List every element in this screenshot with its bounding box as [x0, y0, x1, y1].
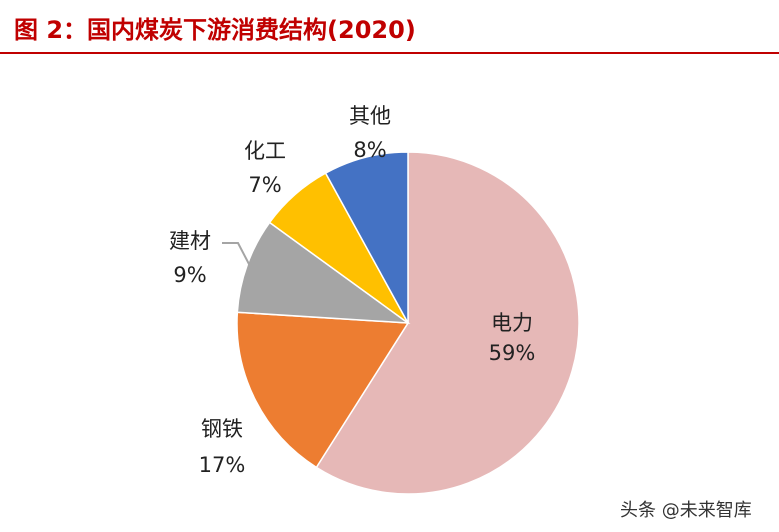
- leader-line-building-materials: [222, 242, 251, 267]
- slice-label-building-materials: 建材: [169, 229, 211, 253]
- slice-label-electricity: 电力: [491, 311, 533, 335]
- slice-value-electricity: 59%: [489, 341, 536, 365]
- slice-value-building-materials: 9%: [173, 263, 206, 287]
- slice-value-chemicals: 7%: [248, 173, 281, 197]
- slice-label-chemicals: 化工: [244, 139, 286, 163]
- slice-value-other: 8%: [353, 138, 386, 162]
- pie-slice-electricity: [315, 151, 580, 495]
- title-divider: [0, 52, 779, 54]
- chart-title: 图 2：国内煤炭下游消费结构(2020): [14, 16, 416, 44]
- pie-slice-building-materials: [236, 221, 411, 324]
- slice-value-steel: 17%: [199, 453, 246, 477]
- watermark: 头条 @未来智库: [620, 500, 752, 521]
- pie-slice-other: [324, 151, 409, 324]
- slice-label-other: 其他: [349, 104, 391, 128]
- slice-label-steel: 钢铁: [201, 417, 243, 441]
- pie-slice-steel: [236, 311, 410, 469]
